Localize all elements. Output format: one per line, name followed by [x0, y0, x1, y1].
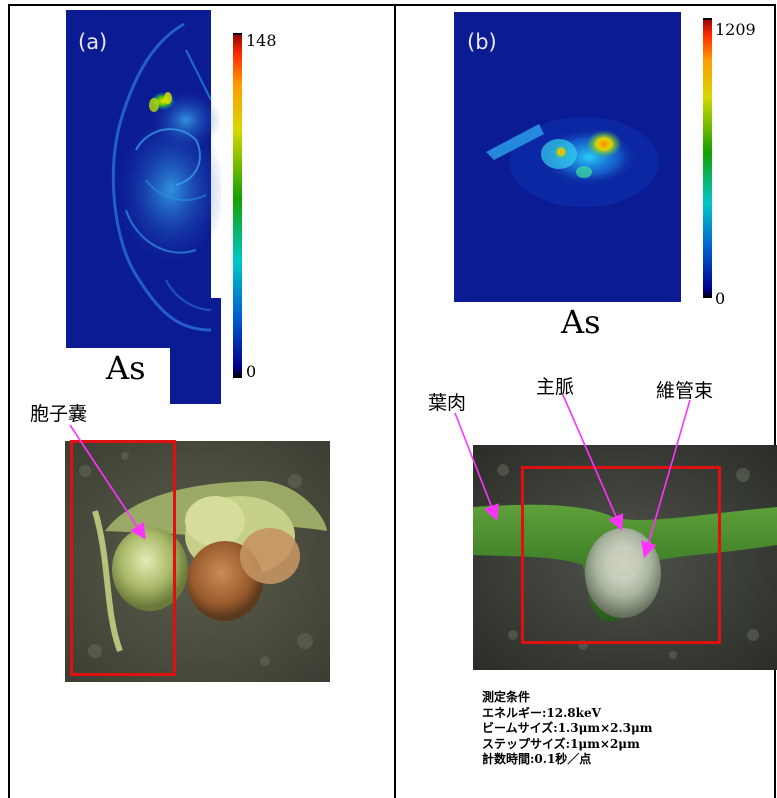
- annotation-sporangium: 胞子嚢: [30, 403, 88, 425]
- annotation-vascular-bundle: 維管束: [656, 380, 714, 402]
- annotation-mesophyll: 葉肉: [428, 392, 467, 414]
- figure-frame: [8, 4, 776, 798]
- xrf-map-a: [66, 10, 221, 404]
- colorbar-b-tick-bottom: [703, 296, 712, 298]
- element-label-b: As: [561, 303, 601, 341]
- conditions-step-size: ステップサイズ:1μm×2μm: [482, 736, 640, 751]
- conditions-energy: エネルギー:12.8keV: [482, 705, 601, 720]
- colorbar-b-tick-top: [703, 18, 712, 20]
- colorbar-b: [703, 18, 712, 298]
- conditions-beam-size: ビームサイズ:1.3μm×2.3μm: [482, 721, 653, 735]
- photo-a: [65, 441, 330, 682]
- colorbar-b-min: 0: [715, 289, 726, 308]
- colorbar-a: [233, 33, 242, 378]
- colorbar-a-max: 148: [246, 31, 277, 50]
- xrf-map-b: [454, 12, 681, 302]
- highlight-box-b: [521, 466, 721, 644]
- colorbar-a-tick-bottom: [233, 376, 242, 378]
- annotation-midrib: 主脈: [536, 376, 575, 398]
- colorbar-b-max: 1209: [715, 20, 756, 39]
- conditions-title: 測定条件: [482, 690, 531, 704]
- panel-label-b: (b): [467, 30, 497, 54]
- highlight-box-a: [70, 440, 176, 676]
- panel-label-a: (a): [78, 30, 108, 54]
- panel-divider: [394, 4, 396, 798]
- measurement-conditions: 測定条件 エネルギー:12.8keV ビームサイズ:1.3μm×2.3μm ステ…: [482, 690, 652, 768]
- element-label-a: As: [102, 352, 150, 384]
- colorbar-a-min: 0: [246, 362, 257, 381]
- conditions-count-time: 計数時間:0.1秒／点: [482, 752, 592, 766]
- colorbar-a-tick-top: [233, 33, 242, 35]
